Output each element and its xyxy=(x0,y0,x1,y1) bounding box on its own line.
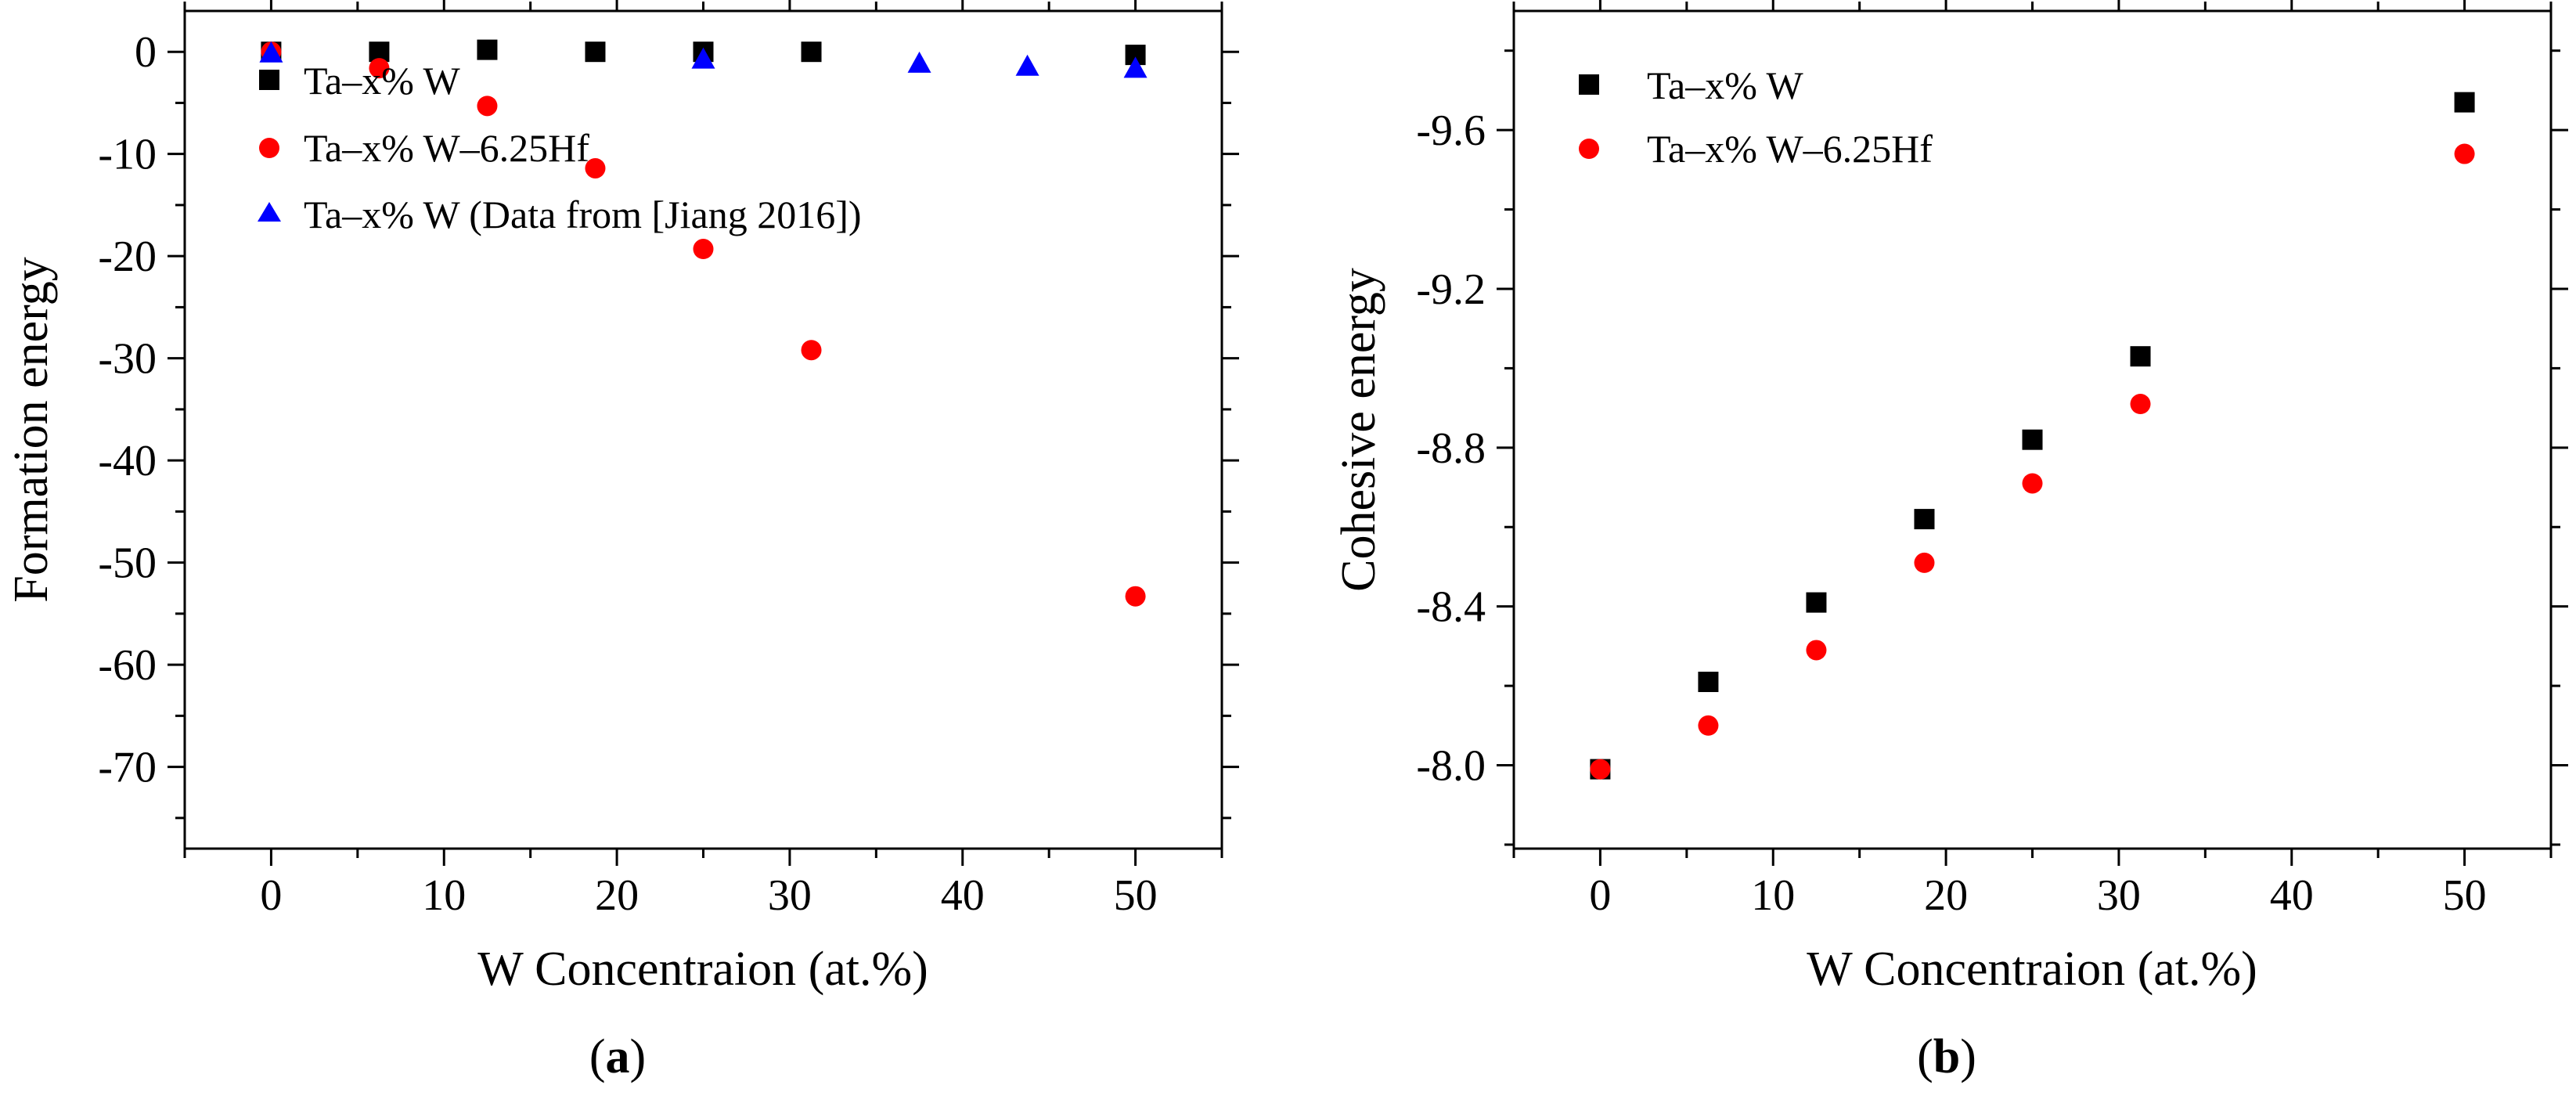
data-point-circle xyxy=(1590,759,1611,780)
y-tick-label: -8.0 xyxy=(1416,742,1486,791)
data-point-square xyxy=(477,39,498,60)
x-tick-label: 30 xyxy=(2097,871,2141,920)
panel-b-legend-label-2: Ta–x% W–6.25Hf xyxy=(1647,127,1933,171)
panel-b-x-ticks: 0 10 20 30 40 50 xyxy=(1512,0,2553,920)
x-tick-label: 10 xyxy=(422,871,466,920)
panel-b-y-ticks: -8.0 -8.4 -8.8 -9.2 -9.6 xyxy=(1416,49,2568,846)
data-point-square xyxy=(1914,509,1935,530)
panel-b-y-axis-title: Cohesive energy xyxy=(1332,268,1385,592)
panel-a-x-ticks: 0 10 20 30 40 50 xyxy=(183,0,1223,920)
panel-a-legend-square-marker xyxy=(259,70,279,90)
data-point-triangle xyxy=(907,51,931,73)
data-point-circle xyxy=(1914,552,1935,573)
y-tick-label: 0 xyxy=(135,28,157,77)
y-tick-label: -20 xyxy=(98,233,157,281)
x-tick-label: 10 xyxy=(1751,871,1795,920)
y-tick-label: -8.8 xyxy=(1416,424,1486,473)
y-tick-label: -9.2 xyxy=(1416,265,1486,314)
x-tick-label: 30 xyxy=(768,871,812,920)
data-point-square xyxy=(801,41,822,63)
y-tick-label: -40 xyxy=(98,437,157,485)
panel-a-formation-energy: 0 10 20 30 40 50 0 -10 -20 -30 -40 -50 -60 -70 W Con… xyxy=(5,0,1239,1083)
panel-b-legend-circle-marker xyxy=(1579,139,1599,159)
panel-a-legend-label-1: Ta–x% W xyxy=(304,59,460,103)
panel-b-x-axis-title: W Concentraion (at.%) xyxy=(1807,943,2257,996)
x-tick-label: 20 xyxy=(1924,871,1968,920)
data-point-circle xyxy=(2022,473,2043,494)
data-point-triangle xyxy=(691,47,715,69)
data-point-circle xyxy=(585,157,606,178)
panel-b-legend-square-marker xyxy=(1579,74,1599,95)
panel-a-data-points xyxy=(259,39,1147,607)
data-point-triangle xyxy=(1015,54,1039,76)
y-tick-label: -60 xyxy=(98,641,157,690)
y-tick-label: -10 xyxy=(98,131,157,179)
data-point-square xyxy=(2130,346,2151,367)
data-point-circle xyxy=(801,340,822,361)
data-point-circle xyxy=(1806,640,1827,661)
panel-a-legend-label-2: Ta–x% W–6.25Hf xyxy=(304,126,589,170)
panel-a-x-axis-title: W Concentraion (at.%) xyxy=(477,943,928,996)
panel-a-legend-circle-marker xyxy=(259,138,279,158)
panel-b-cohesive-energy: 0 10 20 30 40 50 -8.0 -8.4 -8.8 -9.2 -9.6 W Conce… xyxy=(1332,0,2568,1083)
data-point-circle xyxy=(477,96,498,117)
panel-a-legend-triangle-marker xyxy=(258,202,281,222)
panel-a-legend: Ta–x% W Ta–x% W–6.25Hf Ta–x% W (Data fro… xyxy=(258,59,862,236)
data-point-square xyxy=(1806,592,1827,613)
data-point-circle xyxy=(2454,143,2475,164)
data-point-triangle xyxy=(1123,56,1147,78)
data-point-circle xyxy=(693,239,714,260)
data-point-circle xyxy=(1125,586,1146,607)
data-point-square xyxy=(2454,92,2475,113)
y-tick-label: -9.6 xyxy=(1416,106,1486,155)
panel-a-label: (a) xyxy=(589,1030,646,1083)
x-tick-label: 40 xyxy=(941,871,985,920)
data-point-square xyxy=(585,41,606,63)
data-point-square xyxy=(1698,672,1719,693)
panel-b-data-points xyxy=(1590,92,2475,780)
x-tick-label: 50 xyxy=(1114,871,1158,920)
panel-a-y-ticks: 0 -10 -20 -30 -40 -50 -60 -70 xyxy=(98,28,1239,820)
panel-b-legend-label-1: Ta–x% W xyxy=(1647,63,1803,107)
x-tick-label: 0 xyxy=(260,871,282,920)
panel-b-legend: Ta–x% W Ta–x% W–6.25Hf xyxy=(1579,63,1933,171)
x-tick-label: 0 xyxy=(1589,871,1611,920)
data-point-circle xyxy=(369,58,390,79)
y-tick-label: -70 xyxy=(98,744,157,792)
data-point-square xyxy=(2022,429,2043,450)
y-tick-label: -50 xyxy=(98,539,157,588)
x-tick-label: 40 xyxy=(2270,871,2314,920)
panel-a-legend-label-3: Ta–x% W (Data from [Jiang 2016]) xyxy=(304,193,862,236)
data-point-circle xyxy=(2130,394,2151,415)
panel-a-y-axis-title: Formation energy xyxy=(5,257,58,602)
x-tick-label: 20 xyxy=(595,871,639,920)
data-point-circle xyxy=(1698,715,1719,736)
panel-b-label: (b) xyxy=(1917,1030,1976,1083)
y-tick-label: -30 xyxy=(98,335,157,384)
data-point-triangle xyxy=(259,41,283,63)
y-tick-label: -8.4 xyxy=(1416,583,1486,632)
x-tick-label: 50 xyxy=(2443,871,2487,920)
